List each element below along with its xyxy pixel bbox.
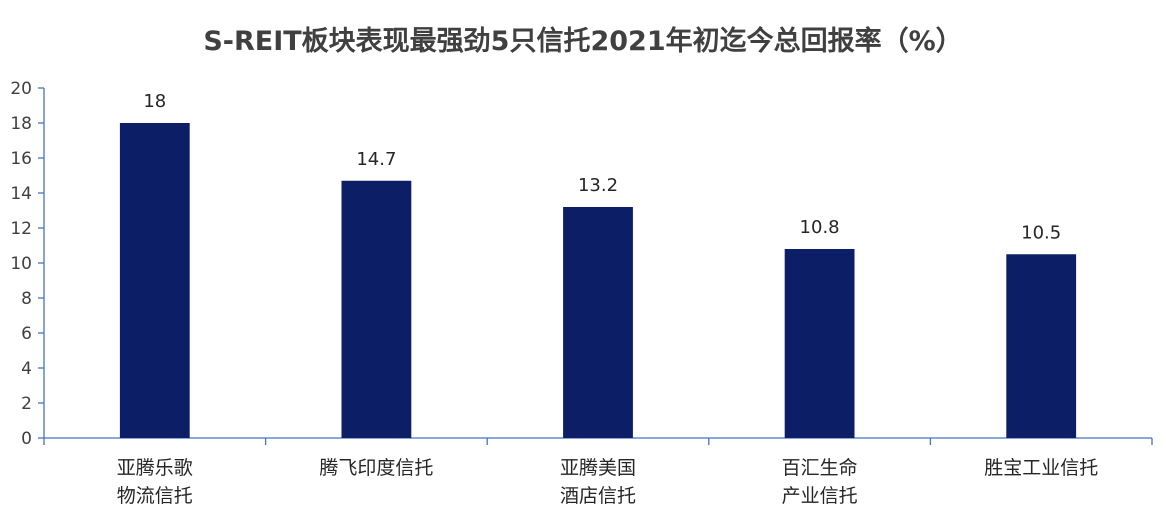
bar [341, 180, 412, 438]
y-tick-label: 10 [10, 254, 32, 274]
data-label: 10.5 [1021, 222, 1061, 243]
category-label: 产业信托 [782, 485, 858, 507]
y-tick-label: 8 [21, 289, 32, 309]
y-tick-label: 14 [10, 184, 32, 204]
y-tick-label: 20 [10, 79, 32, 99]
bars [119, 123, 1077, 438]
data-labels: 18 14.7 13.2 10.8 10.5 [143, 91, 1061, 243]
category-label: 物流信托 [117, 485, 193, 507]
data-label: 14.7 [356, 149, 396, 170]
category-label: 百汇生命 [782, 457, 858, 479]
y-tick-label: 2 [21, 394, 32, 414]
category-label: 亚腾美国 [560, 457, 636, 479]
x-axis [43, 437, 1153, 445]
y-tick-label: 0 [21, 429, 32, 449]
category-label: 腾飞印度信托 [319, 457, 433, 479]
y-tick-label: 12 [10, 219, 32, 239]
bar [1006, 254, 1077, 438]
bar [563, 207, 633, 438]
bar [784, 249, 855, 438]
data-label: 10.8 [800, 217, 840, 238]
category-label: 胜宝工业信托 [984, 457, 1098, 479]
y-axis: 0 2 4 6 8 10 12 14 16 18 20 [10, 79, 45, 449]
y-tick-label: 4 [21, 359, 32, 379]
data-label: 13.2 [578, 175, 618, 196]
category-label: 亚腾乐歌 [117, 457, 193, 479]
data-label: 18 [143, 91, 166, 112]
category-label: 酒店信托 [560, 485, 636, 507]
y-tick-label: 16 [10, 149, 32, 169]
chart-title: S-REIT板块表现最强劲5只信托2021年初迄今总回报率（%） [203, 25, 962, 57]
bar [119, 123, 190, 438]
y-tick-label: 6 [21, 324, 32, 344]
y-tick-label: 18 [10, 114, 32, 134]
